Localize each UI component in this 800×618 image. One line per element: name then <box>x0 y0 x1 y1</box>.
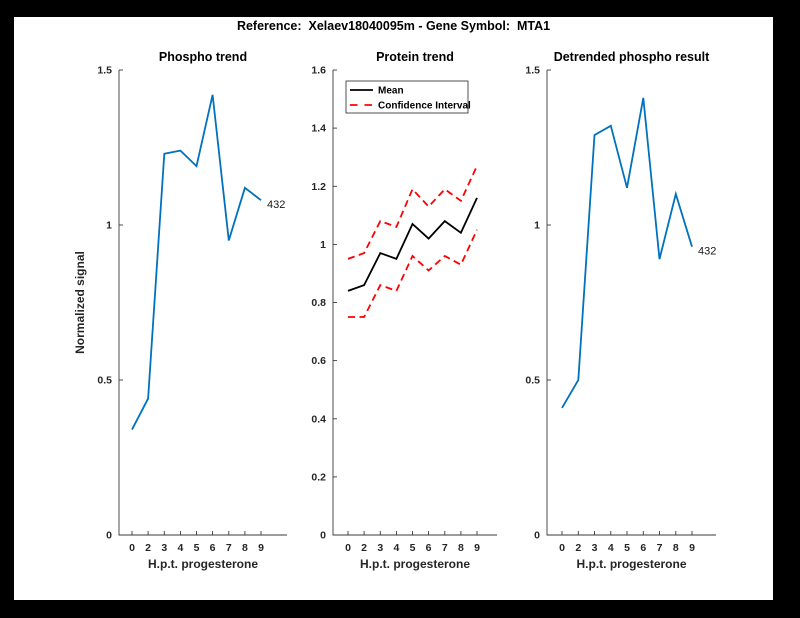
x-tick-label: 4 <box>177 542 183 554</box>
y-axis-label: Normalized signal <box>73 251 87 354</box>
x-tick-label: 7 <box>442 542 448 554</box>
y-tick-label: 0.6 <box>311 355 326 367</box>
figure-title: Reference: Xelaev18040095m - Gene Symbol… <box>236 19 551 33</box>
x-tick-label: 6 <box>640 542 646 554</box>
x-tick-label: 7 <box>657 542 663 554</box>
series-end-label: 432 <box>698 246 716 258</box>
y-tick-label: 1.5 <box>525 65 540 77</box>
legend-entry-label: Confidence Interval <box>378 101 471 112</box>
x-tick-label: 8 <box>458 542 464 554</box>
x-tick-label: 3 <box>592 542 598 554</box>
x-axis-label: H.p.t. progesterone <box>360 557 470 571</box>
y-tick-label: 0.2 <box>311 471 326 483</box>
legend-entry-mean: Mean <box>350 86 404 97</box>
series-end-label: 432 <box>267 199 285 211</box>
y-tick-label: 0.5 <box>97 375 112 387</box>
x-tick-label: 3 <box>161 542 167 554</box>
x-tick-label: 8 <box>673 542 679 554</box>
x-tick-label: 5 <box>194 542 200 554</box>
y-tick-label: 1.5 <box>97 65 112 77</box>
subplot-title: Detrended phospho result <box>554 50 710 64</box>
series-line-confidence-interval-upper <box>347 165 478 260</box>
y-tick-label: 0.8 <box>311 297 326 309</box>
x-tick-label: 6 <box>426 542 432 554</box>
legend-entry-confidence-interval: Confidence Interval <box>350 101 471 112</box>
axes-spines <box>546 70 716 536</box>
subplot-title: Phospho trend <box>159 50 247 64</box>
y-tick-label: 0.5 <box>525 375 540 387</box>
y-tick-label: 1.4 <box>311 123 326 135</box>
y-tick-label: 1.6 <box>311 65 326 77</box>
y-tick-label: 1 <box>320 239 326 251</box>
chart-2-protein-trend: 00.20.40.60.811.21.41.60 2 3 4 5 6 7 8 9MeanConf… <box>311 50 497 571</box>
x-tick-label: 4 <box>608 542 614 554</box>
x-tick-label: 7 <box>226 542 232 554</box>
y-tick-label: 0 <box>320 530 326 542</box>
x-tick-label: 9 <box>258 542 264 554</box>
x-tick-label: 6 <box>210 542 216 554</box>
series-line-phospho-signal <box>131 94 262 431</box>
subplot-title: Protein trend <box>376 50 454 64</box>
legend-entry-label: Mean <box>378 86 404 97</box>
x-axis-label: H.p.t. progesterone <box>576 557 686 571</box>
legend-box <box>345 80 469 114</box>
x-tick-label: 2 <box>361 542 367 554</box>
x-tick-label: 3 <box>377 542 383 554</box>
series-line-mean <box>347 197 478 292</box>
x-tick-label: 0 <box>345 542 351 554</box>
x-tick-label: 0 <box>129 542 135 554</box>
y-tick-label: 1 <box>534 220 540 232</box>
x-tick-label: 8 <box>242 542 248 554</box>
figure-canvas: Reference: Xelaev18040095m - Gene Symbol… <box>14 17 773 600</box>
series-line-detrended-phospho <box>561 97 693 409</box>
axes-spines <box>332 70 497 536</box>
x-tick-label: 2 <box>575 542 581 554</box>
y-tick-label: 0 <box>106 530 112 542</box>
x-tick-label: 2 <box>145 542 151 554</box>
x-tick-label: 4 <box>393 542 399 554</box>
x-tick-label: 9 <box>474 542 480 554</box>
x-tick-label: 5 <box>410 542 416 554</box>
x-tick-label: 5 <box>624 542 630 554</box>
x-axis-label: H.p.t. progesterone <box>148 557 258 571</box>
x-tick-label: 9 <box>689 542 695 554</box>
series-line-confidence-interval-lower <box>348 229 478 318</box>
y-tick-label: 0.4 <box>311 413 326 425</box>
x-tick-label: 0 <box>559 542 565 554</box>
y-tick-label: 1.2 <box>311 181 326 193</box>
y-tick-label: 0 <box>534 530 540 542</box>
legend: Mean Confidence Interval <box>345 80 471 114</box>
y-tick-label: 1 <box>106 220 112 232</box>
